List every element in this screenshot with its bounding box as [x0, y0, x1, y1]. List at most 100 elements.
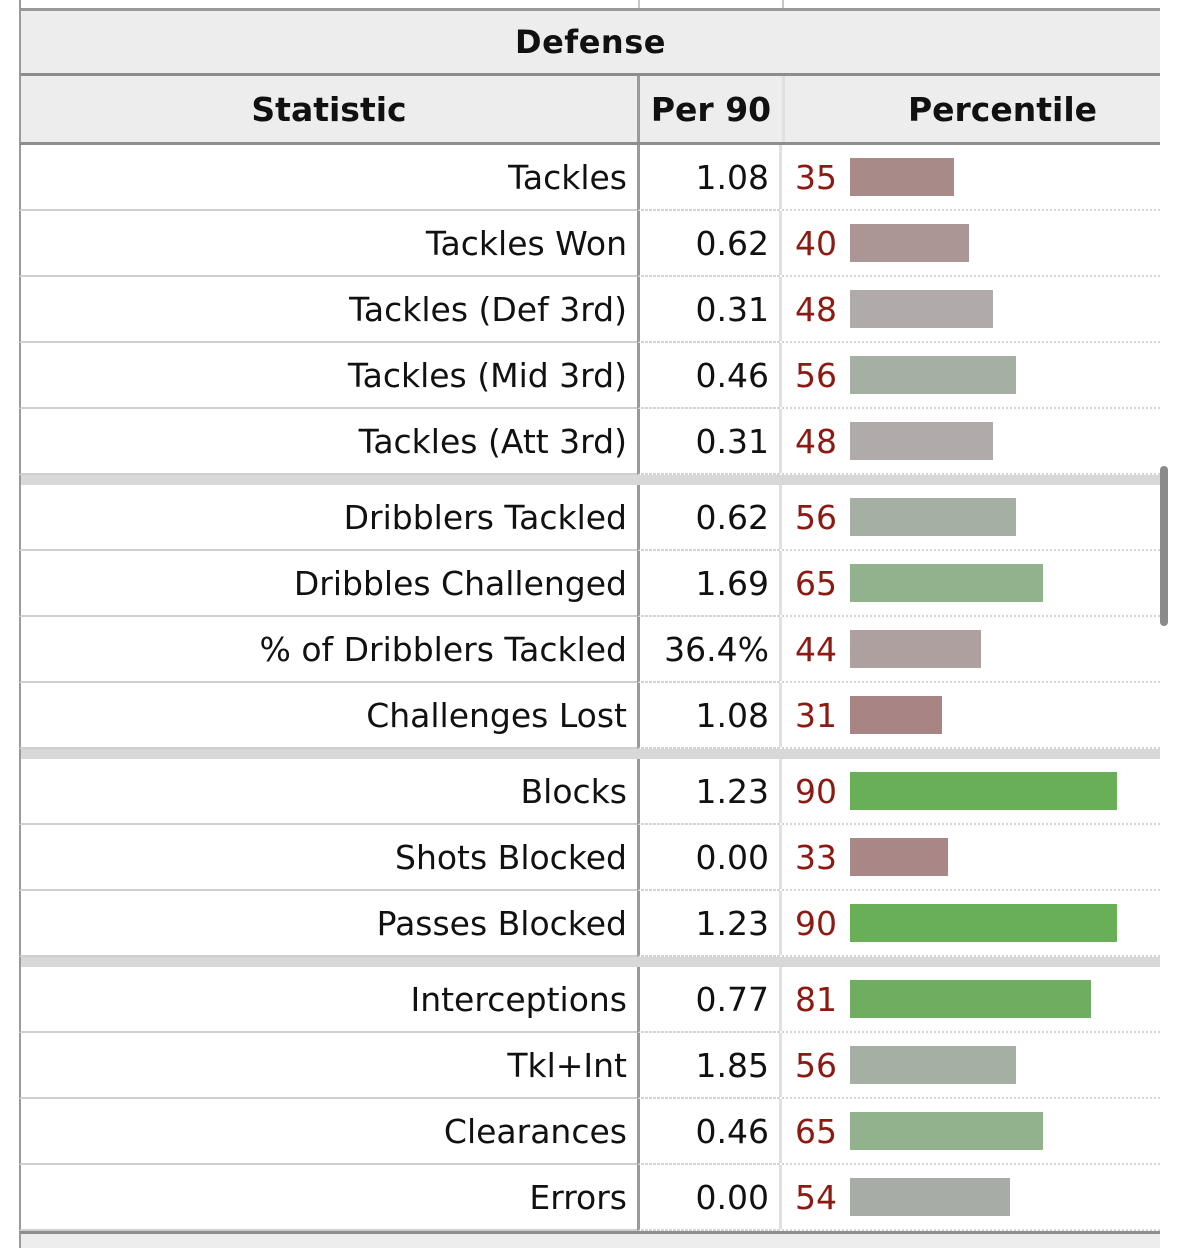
- per90-cell: 0.46: [637, 1099, 779, 1165]
- percentile-value: 54: [795, 1177, 837, 1217]
- percentile-bar: [850, 290, 993, 328]
- percentile-value: 48: [795, 289, 837, 329]
- percentile-bar: [850, 630, 981, 668]
- percentile-cell: 40: [779, 211, 1160, 275]
- per90-cell: 0.00: [637, 1165, 779, 1231]
- percentile-cell: 44: [779, 617, 1160, 681]
- percentile-cell: 35: [779, 145, 1160, 209]
- percentile-bar: [850, 422, 993, 460]
- header-percentile[interactable]: Percentile: [782, 76, 1160, 142]
- header-statistic[interactable]: Statistic: [251, 89, 407, 129]
- table-caption: Defense: [19, 8, 1160, 76]
- percentile-cell: 81: [779, 967, 1160, 1031]
- percentile-cell: 48: [779, 277, 1160, 341]
- table-bottom-edge: [19, 1231, 1160, 1248]
- percentile-cell: 56: [779, 1033, 1160, 1097]
- stat-name-cell: Shots Blocked: [21, 825, 637, 891]
- percentile-bar: [850, 564, 1043, 602]
- per90-cell: 0.62: [637, 211, 779, 277]
- percentile-cell: 90: [779, 891, 1160, 955]
- stat-name-cell: Clearances: [21, 1099, 637, 1165]
- percentile-value: 56: [795, 497, 837, 537]
- percentile-value: 56: [795, 1045, 837, 1085]
- table-body: Tackles 1.08 35 Tackles Won 0.62 40 Tackles (D…: [19, 145, 1160, 1231]
- per90-cell: 0.62: [637, 485, 779, 551]
- vertical-scrollbar[interactable]: [1160, 466, 1168, 626]
- stat-name-cell: Tkl+Int: [21, 1033, 637, 1099]
- stat-name-cell: Blocks: [21, 759, 637, 825]
- table-row: Tackles (Def 3rd) 0.31 48: [19, 277, 1160, 343]
- table-row: Tackles (Mid 3rd) 0.46 56: [19, 343, 1160, 409]
- percentile-cell: 65: [779, 551, 1160, 615]
- per90-cell: 1.23: [637, 759, 779, 825]
- per90-cell: 0.31: [637, 277, 779, 343]
- percentile-value: 65: [795, 563, 837, 603]
- group-separator: [19, 749, 1160, 759]
- per90-cell: 0.46: [637, 343, 779, 409]
- table-row: Interceptions 0.77 81: [19, 967, 1160, 1033]
- stat-name-cell: Errors: [21, 1165, 637, 1231]
- percentile-value: 48: [795, 421, 837, 461]
- header-per90[interactable]: Per 90: [637, 76, 782, 142]
- percentile-bar: [850, 904, 1117, 942]
- percentile-bar: [850, 1178, 1010, 1216]
- percentile-value: 90: [795, 903, 837, 943]
- percentile-value: 90: [795, 771, 837, 811]
- percentile-bar: [850, 980, 1091, 1018]
- stat-name-cell: Interceptions: [21, 967, 637, 1033]
- table-header-row: Statistic Per 90 Percentile: [19, 76, 1160, 145]
- group-separator: [19, 957, 1160, 967]
- stat-name-cell: Tackles: [21, 145, 637, 211]
- table-row: Errors 0.00 54: [19, 1165, 1160, 1231]
- percentile-bar: [850, 498, 1016, 536]
- percentile-bar: [850, 838, 948, 876]
- stat-name-cell: Challenges Lost: [21, 683, 637, 749]
- stat-name-cell: % of Dribblers Tackled: [21, 617, 637, 683]
- percentile-bar: [850, 1112, 1043, 1150]
- percentile-cell: 54: [779, 1165, 1160, 1229]
- per90-cell: 0.77: [637, 967, 779, 1033]
- table-row: Blocks 1.23 90: [19, 759, 1160, 825]
- percentile-bar: [850, 772, 1117, 810]
- table-row: % of Dribblers Tackled 36.4% 44: [19, 617, 1160, 683]
- percentile-value: 56: [795, 355, 837, 395]
- table-row: Tackles 1.08 35: [19, 145, 1160, 211]
- table-row: Tkl+Int 1.85 56: [19, 1033, 1160, 1099]
- stat-name-cell: Tackles Won: [21, 211, 637, 277]
- stat-name-cell: Passes Blocked: [21, 891, 637, 957]
- defense-stats-table: Defense Statistic Per 90 Percentile Tack…: [19, 0, 1160, 1248]
- per90-cell: 1.85: [637, 1033, 779, 1099]
- percentile-bar: [850, 356, 1016, 394]
- percentile-value: 35: [795, 157, 837, 197]
- stat-name-cell: Tackles (Att 3rd): [21, 409, 637, 475]
- percentile-cell: 56: [779, 485, 1160, 549]
- percentile-value: 31: [795, 695, 837, 735]
- percentile-value: 33: [795, 837, 837, 877]
- table-row: Clearances 0.46 65: [19, 1099, 1160, 1165]
- percentile-cell: 65: [779, 1099, 1160, 1163]
- percentile-cell: 90: [779, 759, 1160, 823]
- per90-cell: 0.00: [637, 825, 779, 891]
- table-row: Tackles (Att 3rd) 0.31 48: [19, 409, 1160, 475]
- stat-name-cell: Dribbles Challenged: [21, 551, 637, 617]
- per90-cell: 1.23: [637, 891, 779, 957]
- table-row: Dribbles Challenged 1.69 65: [19, 551, 1160, 617]
- stat-name-cell: Dribblers Tackled: [21, 485, 637, 551]
- table-row: Shots Blocked 0.00 33: [19, 825, 1160, 891]
- percentile-bar: [850, 224, 969, 262]
- percentile-bar: [850, 1046, 1016, 1084]
- table-row: Tackles Won 0.62 40: [19, 211, 1160, 277]
- percentile-bar: [850, 696, 942, 734]
- per90-cell: 0.31: [637, 409, 779, 475]
- table-top-edge: [19, 0, 1160, 8]
- percentile-value: 44: [795, 629, 837, 669]
- percentile-cell: 31: [779, 683, 1160, 747]
- percentile-cell: 33: [779, 825, 1160, 889]
- percentile-bar: [850, 158, 954, 196]
- percentile-value: 65: [795, 1111, 837, 1151]
- per90-cell: 1.08: [637, 683, 779, 749]
- percentile-value: 40: [795, 223, 837, 263]
- per90-cell: 1.69: [637, 551, 779, 617]
- table-row: Challenges Lost 1.08 31: [19, 683, 1160, 749]
- table-row: Passes Blocked 1.23 90: [19, 891, 1160, 957]
